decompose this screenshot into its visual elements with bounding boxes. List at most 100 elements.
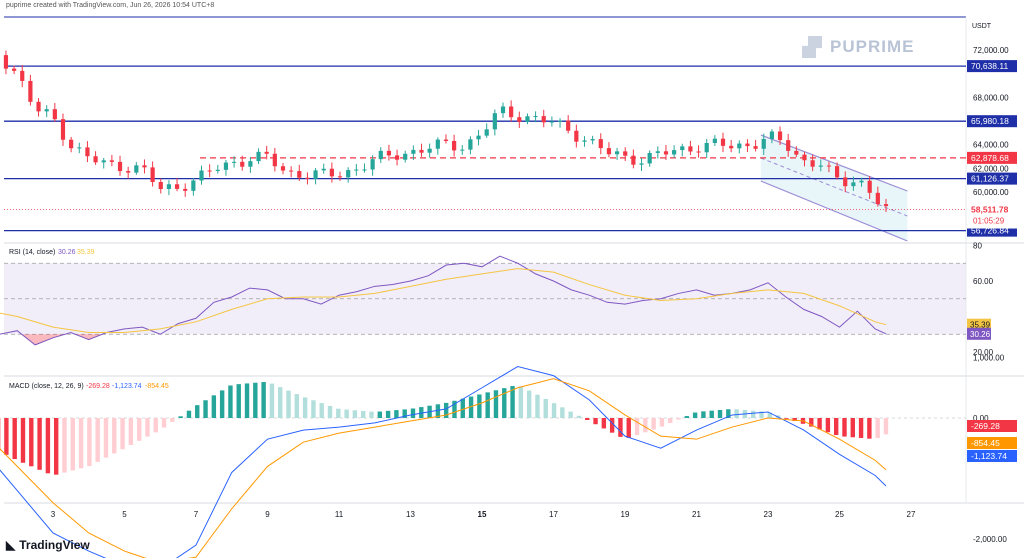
channel-mid-line (760, 157, 908, 217)
level-label-box (967, 172, 1017, 185)
rsi-ma-label: 35.39 (970, 321, 991, 330)
macd-histogram-bar (186, 410, 192, 418)
candle-body (794, 150, 799, 155)
macd-label: -854.45 (971, 438, 1000, 448)
macd-histogram-bar (327, 405, 333, 418)
candle-body (712, 138, 717, 143)
macd-histogram-bar (634, 418, 640, 436)
macd-histogram-bar (103, 418, 109, 458)
x-tick-label: 9 (265, 510, 270, 519)
macd-histogram-bar (643, 418, 648, 433)
countdown-label: 01:05:29 (973, 217, 1005, 226)
candle-body (354, 169, 359, 171)
candle-body (126, 171, 131, 173)
macd-histogram-bar (618, 418, 623, 437)
macd-histogram-bar (443, 402, 449, 418)
candle-body (468, 139, 473, 150)
macd-histogram-bar (842, 418, 847, 437)
macd-histogram-bar (676, 418, 681, 420)
macd-histogram-bar (825, 418, 831, 433)
candle-body (297, 171, 302, 178)
macd-histogram-bar (244, 383, 250, 418)
x-tick-label: 27 (907, 510, 916, 519)
tradingview-wordmark: TradingView (19, 538, 90, 552)
macd-histogram-bar (20, 418, 26, 463)
macd-histogram-bar (809, 418, 814, 427)
candle-body (509, 106, 514, 118)
macd-histogram-bar (37, 418, 42, 470)
macd-histogram-bar (452, 400, 457, 418)
macd-histogram-bar (269, 383, 275, 418)
x-tick-label: 5 (122, 510, 127, 519)
macd-histogram-bar (62, 418, 67, 473)
macd-histogram-bar (145, 418, 150, 437)
level-label: 65,980.18 (971, 116, 1009, 126)
macd-histogram-bar (626, 418, 631, 438)
macd-histogram-bar (120, 418, 125, 450)
macd-histogram-bar (875, 418, 880, 439)
rsi-ma-value: 35.39 (77, 249, 95, 256)
candle-body (566, 120, 571, 131)
brand-logo: PUPRIME (802, 36, 914, 58)
candle-body (525, 116, 530, 122)
candle-body (590, 139, 595, 141)
candle-body (606, 148, 612, 155)
candle-body (411, 149, 416, 154)
candle-body (867, 180, 872, 193)
macd-histogram-bar (352, 410, 358, 418)
macd-histogram-bar (535, 394, 540, 418)
candle-body (729, 145, 734, 149)
candle-body (761, 139, 766, 149)
candle-body (623, 151, 628, 156)
candle-body (769, 131, 774, 140)
macd-histogram-bar (112, 418, 117, 454)
candle-body (52, 109, 57, 120)
x-tick-label: 25 (835, 510, 844, 519)
macd-histogram-bar (128, 418, 134, 446)
candle-body (834, 166, 840, 178)
candle-body (680, 146, 685, 151)
candle-body (394, 155, 400, 160)
macd-histogram-bar (344, 409, 349, 418)
candle-body (484, 129, 489, 136)
macd-histogram-bar (502, 388, 507, 418)
macd-histogram-bar (560, 407, 565, 418)
last-price-box (967, 202, 1017, 229)
x-tick-label: 15 (478, 510, 487, 519)
macd-label-box (967, 437, 1017, 449)
candle-body (574, 130, 579, 142)
macd-label: -1,123.74 (971, 451, 1007, 461)
macd-histogram-bar (394, 410, 399, 418)
level-label: 61,126.37 (971, 174, 1009, 184)
candle-body (500, 106, 506, 114)
macd-histogram-bar (593, 418, 598, 425)
macd-histogram-bar (717, 409, 723, 418)
price-currency-label: USDT (972, 23, 992, 30)
macd-histogram-bar (684, 416, 690, 418)
rsi-tick-label: 20.00 (973, 348, 994, 357)
candle-body (199, 170, 204, 181)
last-price-label: 58,511.78 (971, 205, 1009, 215)
candle-body (802, 154, 807, 161)
candle-body (541, 116, 546, 123)
candle-body (280, 166, 286, 171)
macd-histogram-bar (311, 400, 316, 418)
macd-histogram-bar (153, 418, 158, 433)
candle-body (44, 109, 49, 112)
macd-histogram-bar (195, 405, 200, 418)
macd-histogram-bar (410, 408, 416, 418)
candle-body (174, 184, 180, 189)
candle-body (11, 68, 17, 71)
price-tick-label: 72,000.00 (973, 46, 1009, 55)
candle-body (378, 150, 383, 160)
candle-body (419, 149, 424, 153)
macd-histogram-bar (278, 387, 283, 418)
x-tick-label: 23 (764, 510, 773, 519)
candle-body (737, 143, 742, 149)
candle-body (427, 148, 432, 153)
candle-body (720, 138, 726, 146)
candle-body (492, 113, 497, 130)
macd-histogram-bar (833, 418, 839, 436)
candle-body (452, 140, 457, 151)
